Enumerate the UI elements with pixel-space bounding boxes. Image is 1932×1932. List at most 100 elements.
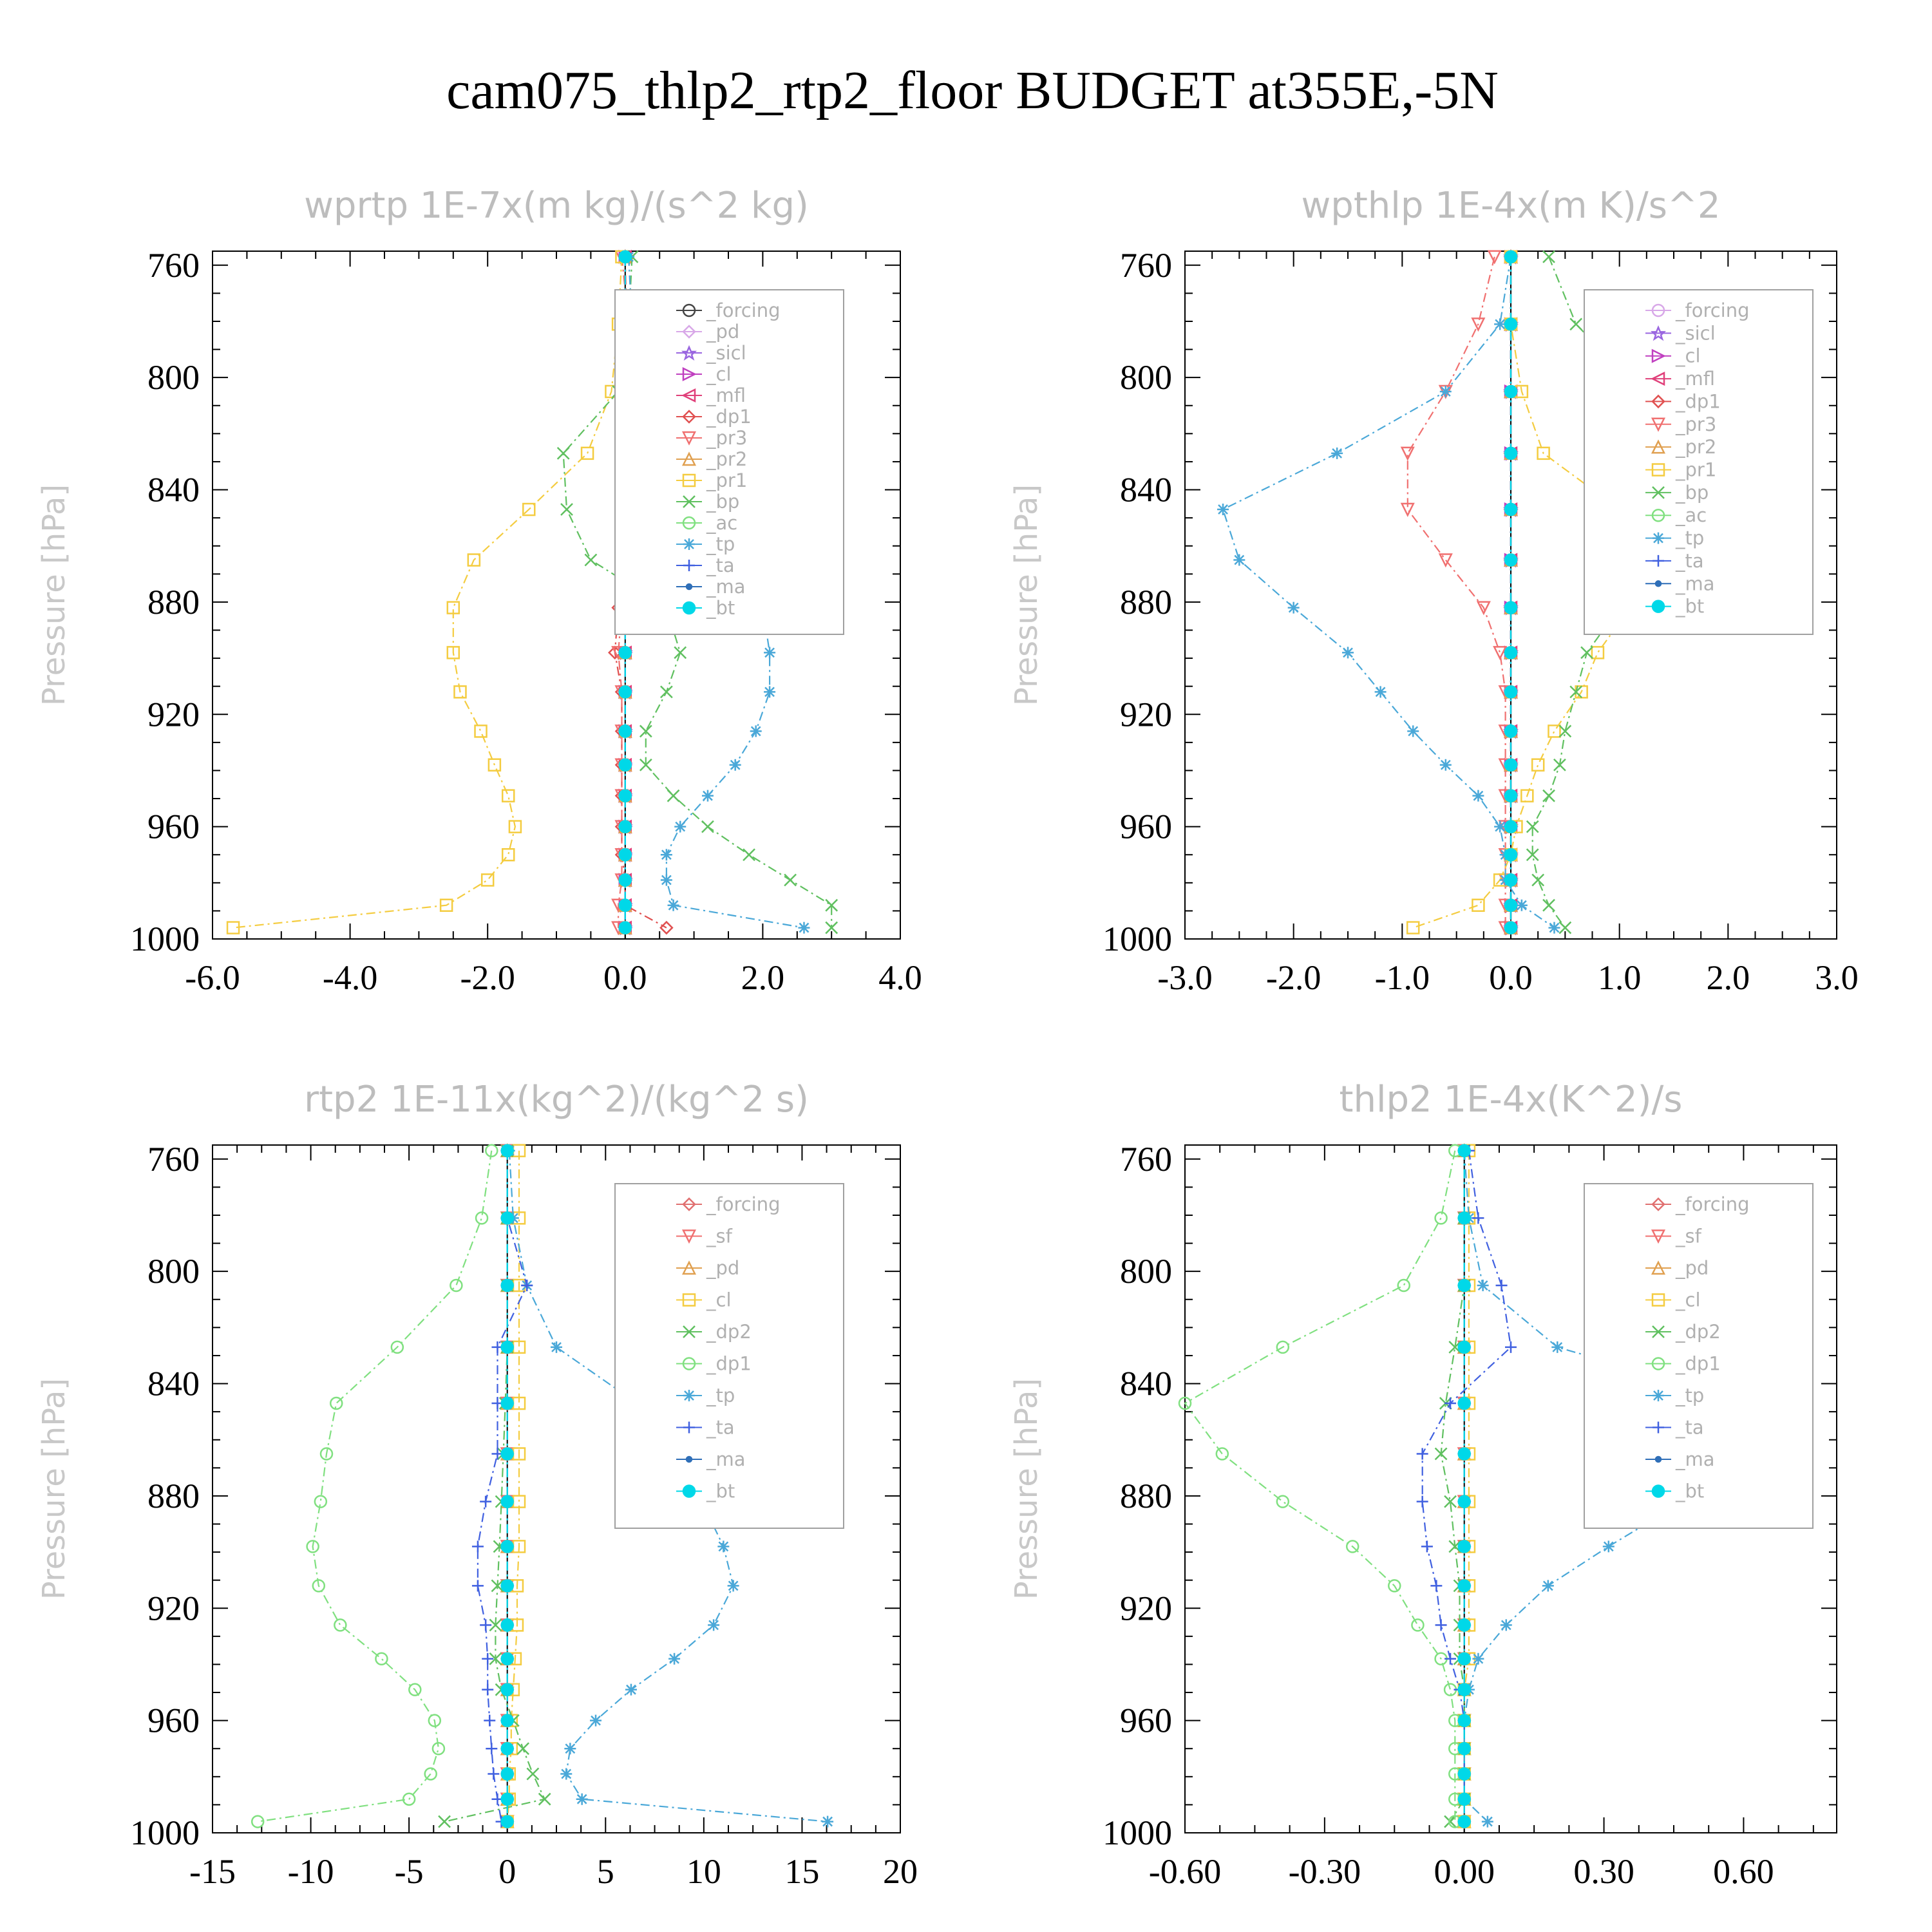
data-point (764, 686, 776, 698)
legend-label: _ma (706, 576, 746, 598)
legend-label: _ac (1675, 504, 1707, 526)
data-point (1553, 758, 1566, 772)
data-point (1416, 1448, 1428, 1460)
legend-label: _ta (706, 1417, 735, 1439)
data-point (390, 1340, 404, 1354)
data-point (1448, 1540, 1462, 1553)
legend-marker (1651, 1260, 1666, 1275)
legend-label: _pr1 (706, 469, 747, 491)
data-point (1476, 601, 1491, 616)
data-point (1504, 317, 1518, 331)
series-line (1184, 1150, 1456, 1822)
legend-marker (681, 345, 697, 361)
data-point (1276, 1495, 1290, 1508)
data-point (618, 898, 632, 912)
data-point (1494, 318, 1506, 330)
data-point (1569, 317, 1583, 331)
data-point (1457, 1340, 1471, 1354)
legend-label: _bp (706, 491, 739, 513)
data-point (1457, 1683, 1471, 1696)
data-point (1495, 1279, 1508, 1291)
legend-marker (1654, 1455, 1662, 1463)
legend-marker (683, 1390, 695, 1401)
y-tick-label: 920 (1120, 695, 1172, 734)
data-point (1444, 1495, 1457, 1508)
x-tick-label: -15 (189, 1852, 236, 1891)
data-point (1472, 1653, 1484, 1665)
data-point (1504, 646, 1518, 659)
x-tick-label: 0 (498, 1852, 516, 1891)
data-point (708, 1619, 720, 1631)
data-point (489, 1618, 502, 1632)
data-point (526, 1767, 540, 1781)
data-point (1504, 384, 1518, 399)
series-line (1406, 256, 1506, 928)
data-point (471, 1540, 484, 1553)
data-point (251, 1815, 265, 1828)
legend-marker (1653, 532, 1664, 544)
data-point (1276, 1340, 1290, 1354)
data-point (639, 758, 652, 772)
data-point (500, 1741, 514, 1756)
data-point (701, 820, 714, 833)
x-tick-label: -1.0 (1375, 958, 1430, 997)
data-point (1602, 1540, 1615, 1553)
data-point (1448, 1340, 1462, 1354)
data-point (500, 1714, 514, 1727)
data-point (1407, 725, 1419, 737)
legend-marker (1651, 1357, 1665, 1370)
data-point (1345, 1540, 1359, 1553)
data-point (226, 921, 240, 934)
data-point (500, 1144, 514, 1157)
series-dp2 (438, 1144, 551, 1828)
data-point (1542, 250, 1555, 263)
data-point (618, 646, 632, 659)
data-point (1411, 1618, 1425, 1632)
data-point (500, 1495, 514, 1508)
data-point (560, 1768, 573, 1780)
data-point (1178, 1396, 1192, 1410)
y-axis-label: Pressure [hPa] (1009, 1378, 1045, 1600)
legend-label: _mfl (706, 384, 746, 406)
legend-marker (682, 303, 696, 317)
data-point (1494, 820, 1506, 833)
data-point (501, 848, 515, 862)
data-point (500, 1618, 514, 1632)
data-point (564, 1743, 576, 1755)
y-tick-label: 960 (1120, 1701, 1172, 1740)
legend-label: _dp1 (706, 1353, 752, 1375)
data-point (471, 1580, 484, 1592)
data-point (1537, 446, 1550, 460)
data-point (500, 1540, 514, 1553)
data-point (1504, 553, 1518, 567)
data-point (1434, 1447, 1448, 1461)
data-point (1504, 724, 1518, 738)
legend: _forcing_sicl_cl_mfl_dp1_pr3_pr2_pr1_bp_… (1584, 289, 1814, 635)
data-point (1515, 899, 1528, 911)
data-point (584, 553, 598, 567)
data-point (1472, 790, 1484, 802)
legend-marker (1651, 439, 1666, 454)
data-point (319, 1447, 334, 1461)
data-point (488, 1768, 500, 1780)
data-point (474, 724, 488, 738)
data-point (1430, 1580, 1443, 1592)
legend-label: _forcing (706, 299, 781, 321)
x-tick-label: -0.30 (1289, 1852, 1361, 1891)
data-point (1444, 1815, 1457, 1828)
data-point (450, 1278, 463, 1293)
data-point (482, 1683, 494, 1696)
legend-marker (683, 538, 695, 550)
legend-box (614, 289, 844, 635)
legend-marker (681, 1260, 697, 1275)
legend-marker (682, 1357, 696, 1370)
data-point (1504, 873, 1518, 887)
data-point (674, 646, 687, 659)
legend-marker (1652, 486, 1665, 499)
panel-title: wprtp 1E-7x(m kg)/(s^2 kg) (304, 185, 809, 227)
data-point (560, 503, 573, 516)
legend-label: _ta (1675, 1417, 1704, 1439)
data-point (500, 1396, 514, 1410)
data-point (334, 1618, 347, 1632)
data-point (1457, 1495, 1471, 1508)
